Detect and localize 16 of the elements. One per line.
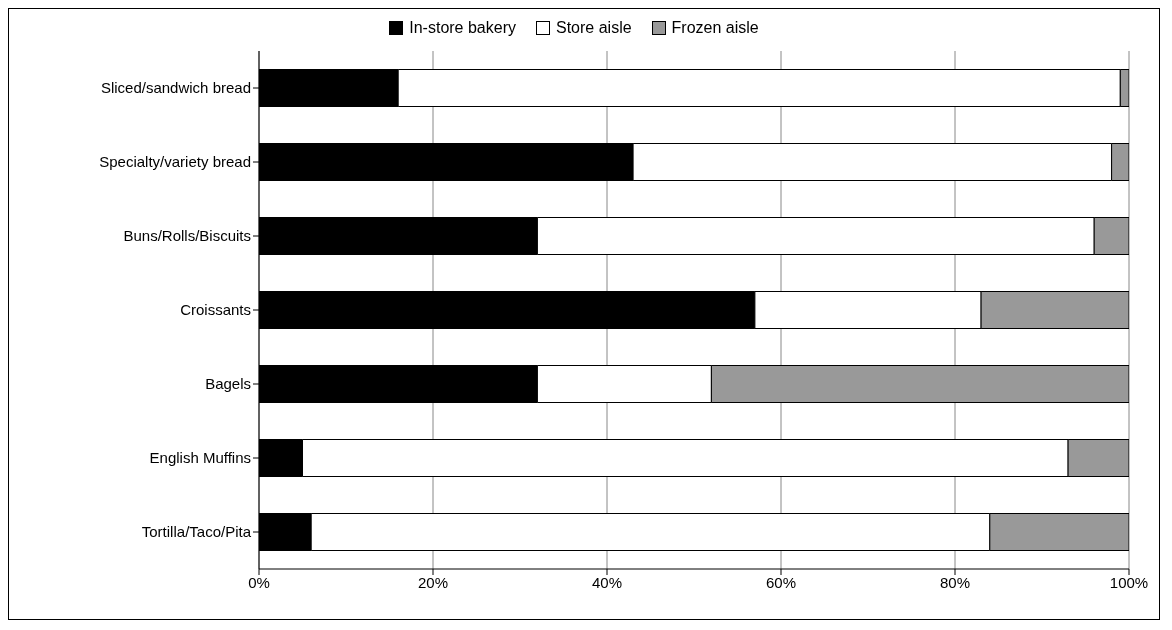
x-tick-label: 100% [1109,573,1149,591]
y-tick-label: Specialty/variety bread [99,153,251,171]
x-tick-label: 80% [939,573,971,591]
legend-label: Frozen aisle [671,19,759,37]
x-tick-label: 60% [765,573,797,591]
y-tick-label: Bagels [205,375,251,393]
legend-label: In-store bakery [409,19,516,37]
x-tick-label: 20% [417,573,449,591]
y-tick-label: Sliced/sandwich bread [100,79,251,97]
y-tick-label: Tortilla/Taco/Pita [141,523,252,541]
y-tick-label: Buns/Rolls/Biscuits [123,227,251,245]
y-tick-label: English Muffins [149,449,251,467]
legend-label: Store aisle [555,19,632,37]
x-tick-label: 0% [248,573,270,591]
y-tick-label: Croissants [180,301,251,319]
x-tick-label: 40% [591,573,623,591]
